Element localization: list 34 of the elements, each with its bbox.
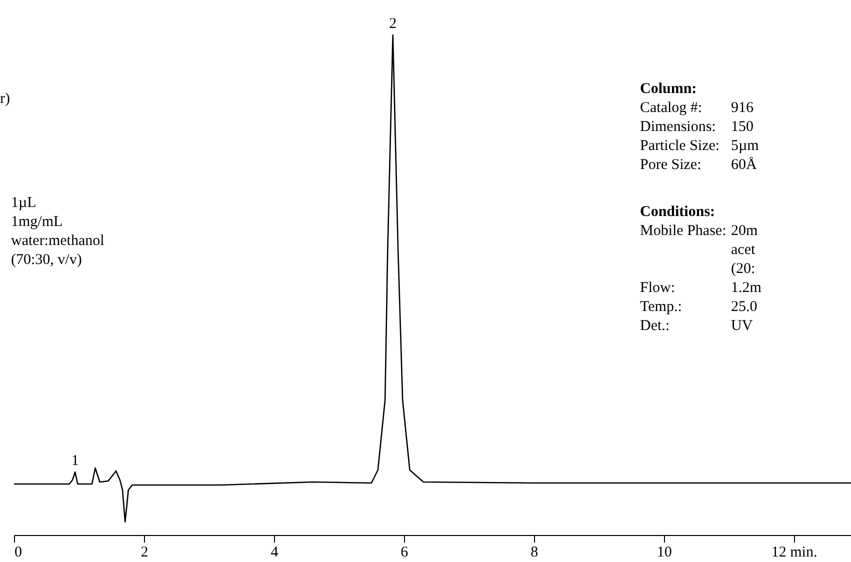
annotation: Conditions: [640, 204, 716, 220]
x-tick-label: 2 [140, 544, 148, 560]
annotation: (20: [731, 261, 756, 277]
x-tick-label: 10 [656, 544, 672, 560]
annotation: Mobile Phase: [640, 223, 726, 239]
annotation: 1µL [11, 195, 36, 211]
x-tick-label: 8 [530, 544, 538, 560]
annotation: Dimensions: [640, 119, 716, 135]
annotation: 60Å [731, 156, 757, 173]
annotation: 5µm [731, 138, 760, 154]
annotation: 1.2m [731, 280, 762, 296]
annotation: 20m [731, 223, 758, 239]
annotation: water:methanol [11, 233, 104, 249]
annotation: Flow: [640, 280, 676, 296]
annotation: UV [731, 318, 753, 334]
text: r) [0, 91, 10, 107]
x-tick-label: 6 [400, 544, 409, 560]
annotation: Particle Size: [640, 138, 720, 154]
annotation: Catalog #: [640, 100, 702, 116]
annotation: 1mg/mL [11, 214, 63, 230]
annotation: 2 [389, 16, 397, 32]
x-tick-label: 12 min. [771, 544, 818, 560]
annotation: acet [731, 242, 756, 258]
annotation: Det.: [640, 318, 670, 334]
x-tick-label: 4 [270, 544, 279, 560]
annotation: 150 [731, 119, 754, 135]
annotation: Pore Size: [640, 157, 702, 173]
annotation: 1 [71, 453, 79, 469]
annotation: 25.0 [731, 299, 758, 315]
annotation: Temp.: [640, 299, 682, 315]
annotation: Column: [640, 81, 697, 97]
annotation: (70:30, v/v) [11, 252, 82, 268]
annotation: 916 [731, 100, 754, 116]
x-tick-label: 0 [14, 544, 22, 560]
